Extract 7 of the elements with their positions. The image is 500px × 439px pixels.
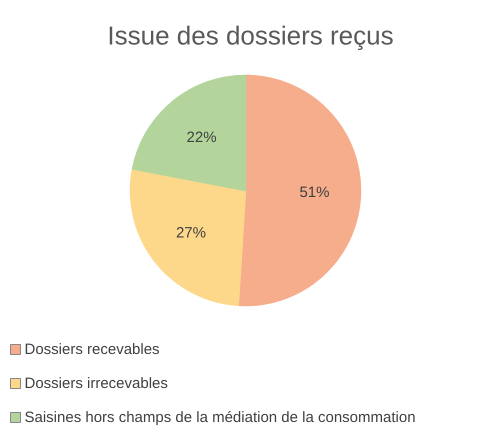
chart-title: Issue des dossiers reçus (107, 20, 394, 50)
legend-label: Saisines hors champs de la médiation de la consommation (24, 409, 416, 426)
legend-label: Dossiers recevables (24, 341, 160, 358)
legend-label: Dossiers irrecevables (24, 375, 168, 392)
data-label: 22% (186, 128, 217, 146)
data-label: 51% (299, 184, 330, 202)
data-label: 27% (176, 224, 206, 242)
